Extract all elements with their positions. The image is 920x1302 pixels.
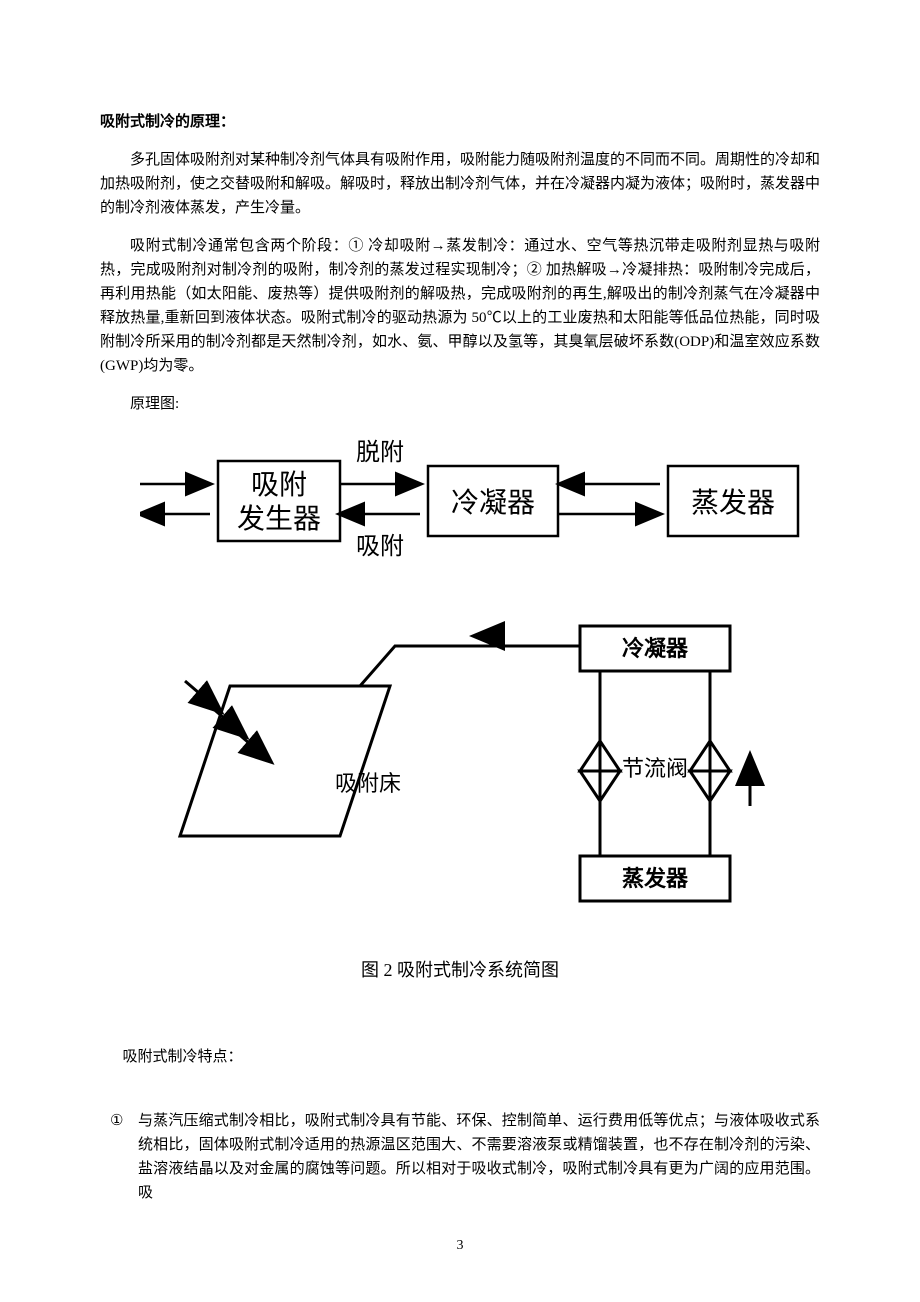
diagram1-box3: 蒸发器 xyxy=(691,487,775,519)
feature-item-1: ① 与蒸汽压缩式制冷相比，吸附式制冷具有节能、环保、控制简单、运行费用低等优点；… xyxy=(110,1109,820,1205)
diagram1-top-label: 脱附 xyxy=(356,439,404,466)
diagram2-evaporator: 蒸发器 xyxy=(622,866,689,891)
principle-diagram-label: 原理图: xyxy=(100,392,820,416)
page-number: 3 xyxy=(100,1235,820,1257)
diagram1-box1-l2: 发生器 xyxy=(237,503,321,535)
diagram2-bed: 吸附床 xyxy=(335,771,401,796)
diagram1-box1-l1: 吸附 xyxy=(251,469,307,501)
circled-number-1: ① xyxy=(110,1109,138,1205)
diagram-2-system: 吸附床 冷凝器 节流阀 蒸发器 xyxy=(140,606,820,926)
feature-item-1-text: 与蒸汽压缩式制冷相比，吸附式制冷具有节能、环保、控制简单、运行费用低等优点；与液… xyxy=(138,1109,820,1205)
diagram1-box2: 冷凝器 xyxy=(451,487,535,519)
paragraph-2: 吸附式制冷通常包含两个阶段：① 冷却吸附→蒸发制冷：通过水、空气等热沉带走吸附剂… xyxy=(100,234,820,378)
features-heading: 吸附式制冷特点： xyxy=(100,1045,820,1069)
diagram2-valve: 节流阀 xyxy=(622,756,688,781)
diagram-1-flow: 吸附 发生器 脱附 吸附 冷凝器 蒸发器 xyxy=(140,436,820,566)
diagram2-condenser: 冷凝器 xyxy=(622,636,689,661)
figure-caption: 图 2 吸附式制冷系统简图 xyxy=(100,956,820,985)
section-heading: 吸附式制冷的原理： xyxy=(100,110,820,134)
paragraph-1: 多孔固体吸附剂对某种制冷剂气体具有吸附作用，吸附能力随吸附剂温度的不同而不同。周… xyxy=(100,148,820,220)
diagram1-bottom-label: 吸附 xyxy=(356,533,404,560)
